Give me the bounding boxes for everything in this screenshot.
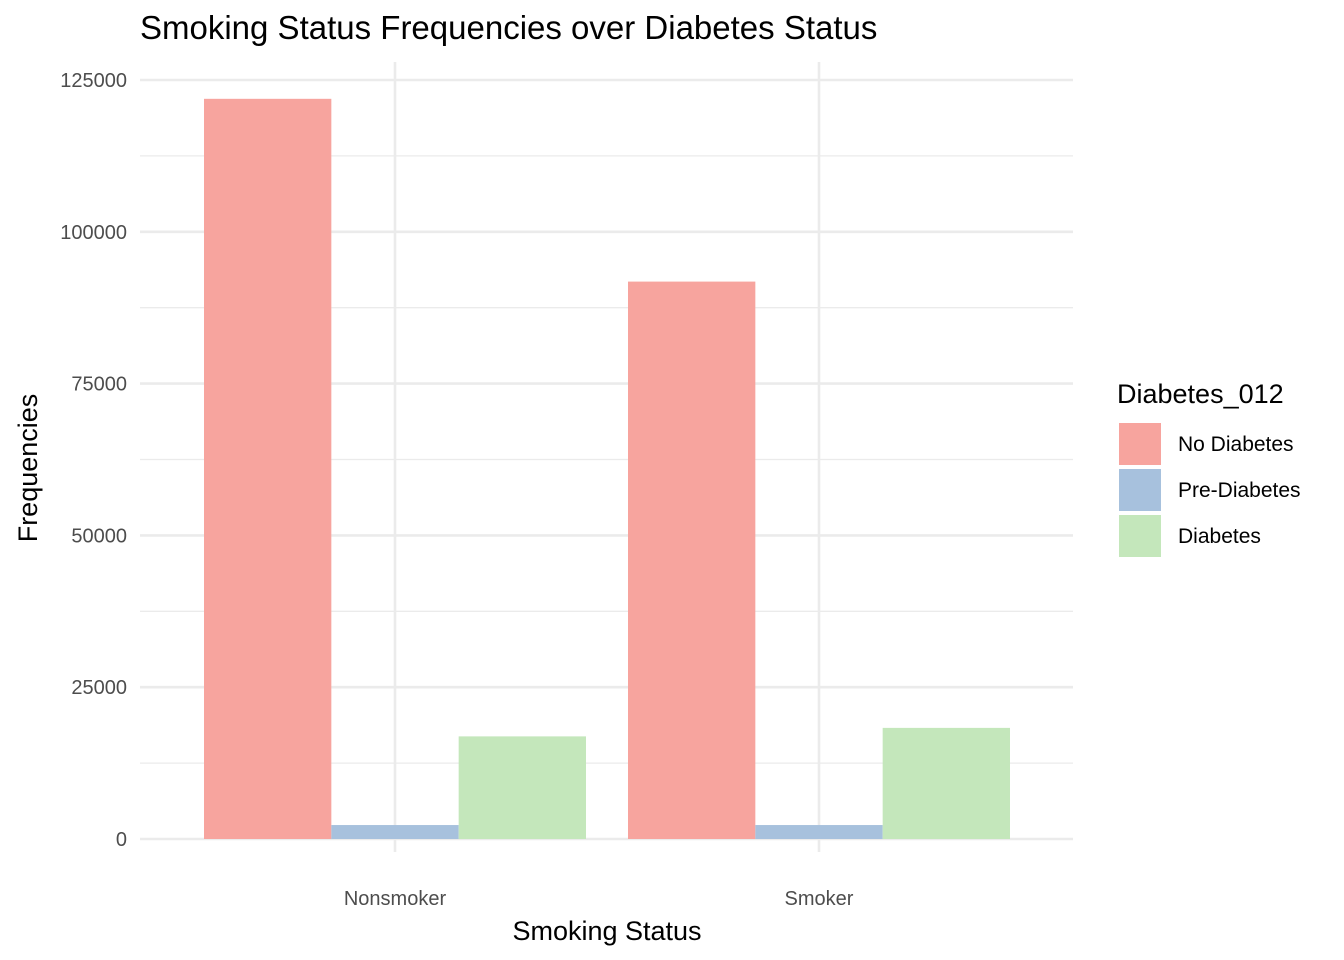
y-tick-label: 50000 [71, 525, 127, 547]
x-axis-title: Smoking Status [512, 916, 701, 946]
legend-key-pre-diabetes [1119, 469, 1161, 511]
legend-label: No Diabetes [1178, 433, 1294, 456]
bar-diabetes-nonsmoker [458, 736, 586, 839]
y-axis-title: Frequencies [13, 394, 43, 543]
x-tick-label: Smoker [785, 888, 854, 910]
legend-key-diabetes [1119, 515, 1161, 557]
y-axis-tick-labels: 0 25000 50000 75000 100000 125000 [60, 70, 127, 851]
bars [204, 98, 1010, 840]
bar-no-diabetes-smoker [628, 281, 756, 839]
legend-label: Diabetes [1178, 525, 1261, 548]
bar-no-diabetes-nonsmoker [204, 98, 332, 840]
y-tick-label: 0 [116, 829, 127, 851]
legend-label: Pre-Diabetes [1178, 479, 1301, 502]
y-tick-label: 75000 [71, 374, 127, 396]
bar-pre-diabetes-smoker [755, 825, 883, 839]
bar-pre-diabetes-nonsmoker [331, 825, 459, 839]
bar-diabetes-smoker [882, 727, 1010, 839]
y-tick-label: 100000 [60, 222, 127, 244]
chart-title: Smoking Status Frequencies over Diabetes… [140, 9, 877, 46]
legend-key-no-diabetes [1119, 423, 1161, 465]
x-axis-tick-labels: Nonsmoker Smoker [344, 888, 854, 910]
y-tick-label: 125000 [60, 70, 127, 92]
legend-title: Diabetes_012 [1117, 379, 1284, 409]
legend: Diabetes_012 No Diabetes Pre-Diabetes Diab… [1117, 379, 1301, 557]
y-tick-label: 25000 [71, 677, 127, 699]
x-tick-label: Nonsmoker [344, 888, 447, 910]
